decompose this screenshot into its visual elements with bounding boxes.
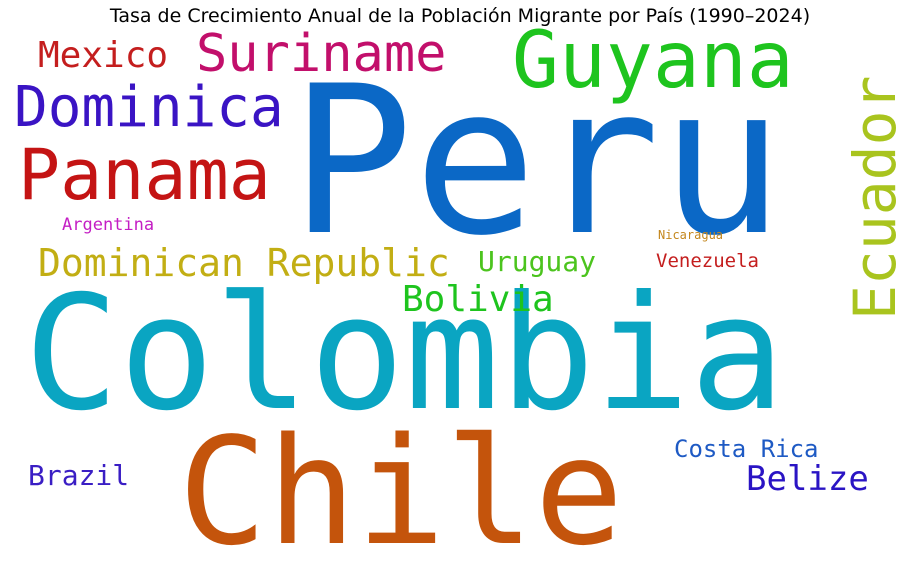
word-nicaragua: Nicaragua bbox=[658, 228, 724, 242]
word-uruguay: Uruguay bbox=[478, 245, 597, 278]
word-ecuador: Ecuador bbox=[841, 75, 909, 320]
word-dominica: Dominica bbox=[14, 75, 284, 140]
word-costa-rica: Costa Rica bbox=[674, 435, 819, 463]
word-chile: Chile bbox=[178, 406, 624, 578]
word-venezuela: Venezuela bbox=[656, 250, 759, 272]
word-suriname: Suriname bbox=[196, 24, 447, 84]
word-guyana: Guyana bbox=[512, 16, 794, 106]
word-bolivia: Bolivia bbox=[402, 279, 554, 320]
chart-title: Tasa de Crecimiento Anual de la Població… bbox=[109, 5, 811, 27]
word-dominican-republic: Dominican Republic bbox=[38, 241, 450, 285]
word-argentina: Argentina bbox=[62, 215, 155, 235]
word-belize: Belize bbox=[746, 459, 869, 499]
word-mexico: Mexico bbox=[38, 35, 169, 76]
word-brazil: Brazil bbox=[28, 459, 130, 492]
word-peru: Peru bbox=[290, 43, 784, 281]
word-colombia: Colombia bbox=[24, 262, 785, 446]
word-panama: Panama bbox=[18, 134, 271, 216]
